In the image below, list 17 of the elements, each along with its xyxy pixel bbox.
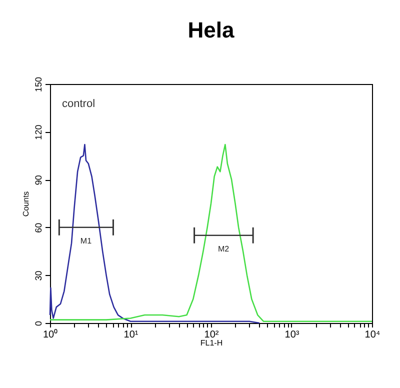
- annotation: M2: [218, 244, 230, 254]
- x-tick-label: 10⁴: [364, 330, 380, 340]
- annotation: M1: [80, 236, 92, 246]
- y-axis-title: Counts: [22, 191, 30, 217]
- y-tick-label: 150: [34, 76, 44, 92]
- x-tick-label: 10⁰: [42, 328, 58, 340]
- x-tick-label: 10³: [284, 330, 300, 340]
- y-tick-label: 60: [34, 222, 44, 233]
- x-tick-label: 10²: [204, 330, 220, 340]
- y-tick-label: 90: [34, 175, 44, 186]
- y-tick-label: 30: [34, 270, 44, 281]
- y-tick-label: 120: [34, 124, 44, 140]
- x-axis-title: FL1-H: [200, 338, 223, 348]
- y-tick-label: 0: [34, 320, 44, 326]
- annotation: control: [62, 98, 96, 110]
- x-tick-label: 10¹: [124, 330, 139, 340]
- chart-title: Hela: [188, 17, 235, 42]
